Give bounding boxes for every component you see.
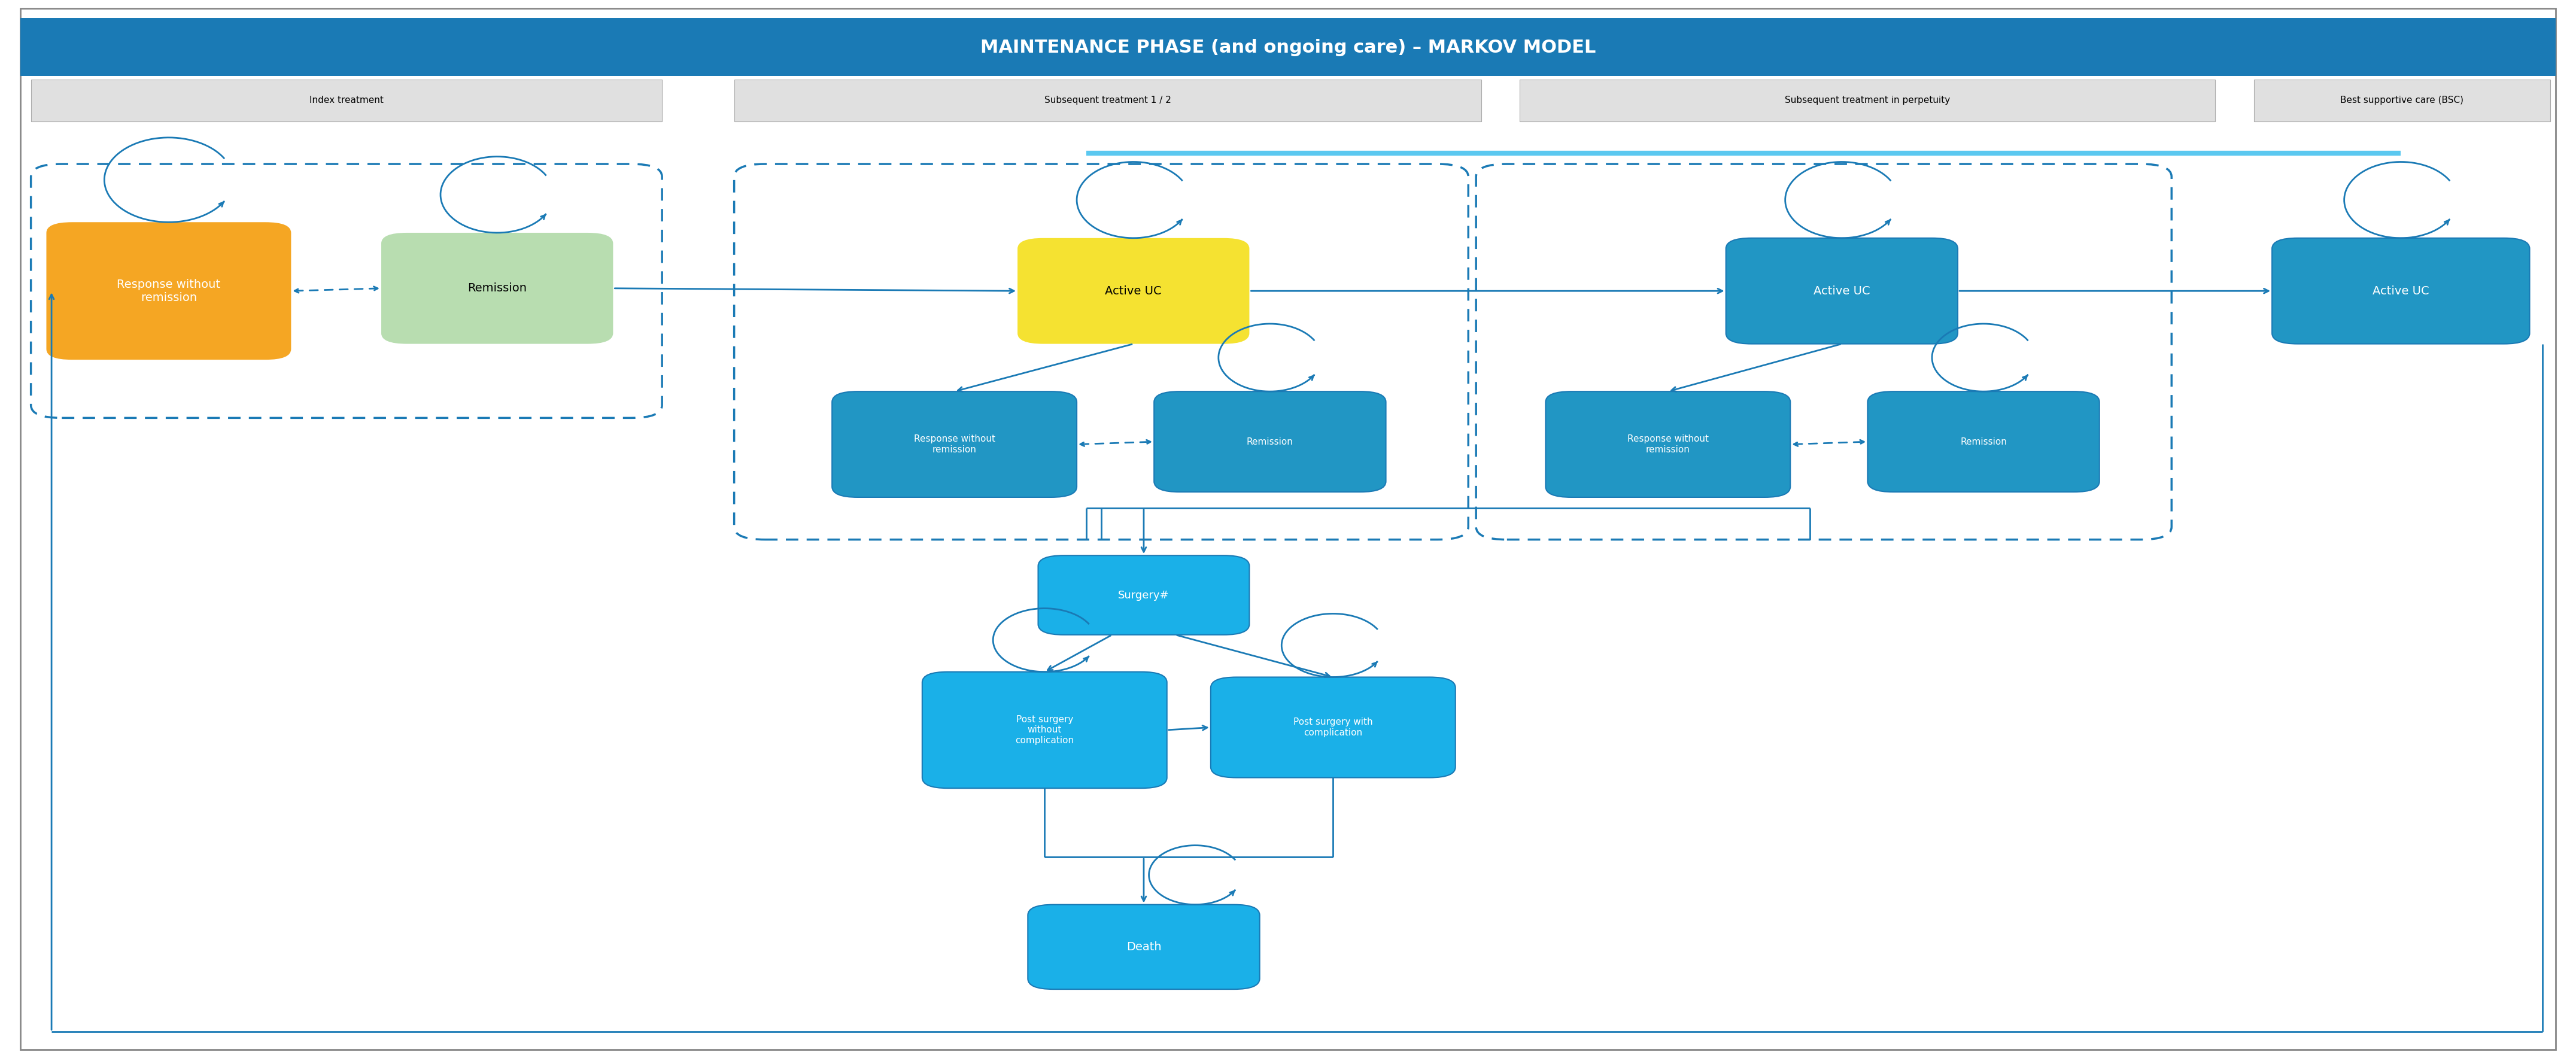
Text: MAINTENANCE PHASE (and ongoing care) – MARKOV MODEL: MAINTENANCE PHASE (and ongoing care) – M… xyxy=(981,39,1595,56)
FancyBboxPatch shape xyxy=(1018,238,1249,344)
FancyBboxPatch shape xyxy=(922,672,1167,788)
Text: Index treatment: Index treatment xyxy=(309,96,384,105)
FancyBboxPatch shape xyxy=(2272,238,2530,344)
Text: Response without
remission: Response without remission xyxy=(1628,435,1708,454)
FancyBboxPatch shape xyxy=(1520,79,2215,122)
FancyBboxPatch shape xyxy=(1038,555,1249,635)
FancyBboxPatch shape xyxy=(31,79,662,122)
FancyBboxPatch shape xyxy=(734,79,1481,122)
FancyBboxPatch shape xyxy=(1726,238,1958,344)
FancyBboxPatch shape xyxy=(1154,391,1386,492)
FancyBboxPatch shape xyxy=(21,18,2555,76)
Text: Subsequent treatment in perpetuity: Subsequent treatment in perpetuity xyxy=(1785,96,1950,105)
FancyBboxPatch shape xyxy=(1546,391,1790,497)
FancyBboxPatch shape xyxy=(1028,905,1260,989)
Text: Post surgery with
complication: Post surgery with complication xyxy=(1293,717,1373,737)
Text: Remission: Remission xyxy=(1960,437,2007,446)
Text: Response without
remission: Response without remission xyxy=(116,278,222,304)
Text: Active UC: Active UC xyxy=(2372,286,2429,296)
Text: Post surgery
without
complication: Post surgery without complication xyxy=(1015,715,1074,745)
FancyBboxPatch shape xyxy=(46,222,291,360)
Text: Subsequent treatment 1 / 2: Subsequent treatment 1 / 2 xyxy=(1043,96,1172,105)
FancyBboxPatch shape xyxy=(2254,79,2550,122)
Text: Surgery#: Surgery# xyxy=(1118,589,1170,601)
Text: Remission: Remission xyxy=(1247,437,1293,446)
Text: Best supportive care (BSC): Best supportive care (BSC) xyxy=(2342,96,2463,105)
FancyBboxPatch shape xyxy=(1868,391,2099,492)
FancyBboxPatch shape xyxy=(832,391,1077,497)
FancyBboxPatch shape xyxy=(1211,677,1455,778)
FancyBboxPatch shape xyxy=(381,233,613,344)
Text: Death: Death xyxy=(1126,942,1162,952)
Text: Remission: Remission xyxy=(466,282,528,294)
Text: Active UC: Active UC xyxy=(1814,286,1870,296)
Text: Response without
remission: Response without remission xyxy=(914,435,994,454)
Text: Active UC: Active UC xyxy=(1105,286,1162,296)
